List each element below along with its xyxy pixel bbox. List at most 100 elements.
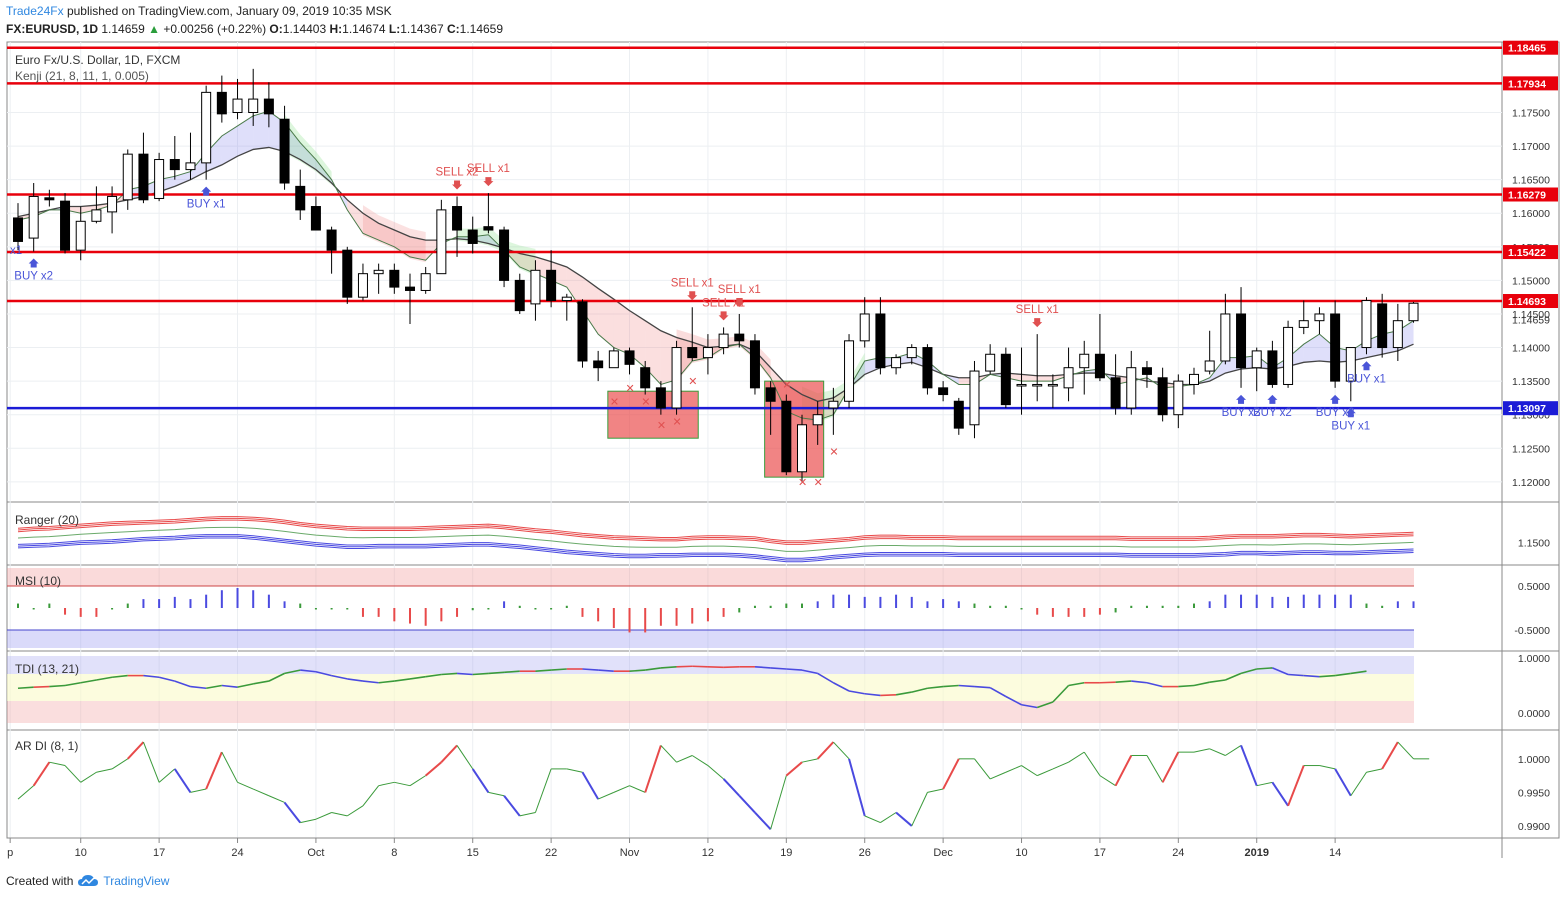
msi-bar <box>456 608 459 617</box>
msi-overbought-band <box>7 568 1414 586</box>
buy-signal-label: BUY x2 <box>1316 407 1355 419</box>
price-change: +0.00256 (+0.22%) <box>163 22 267 36</box>
tdi-line-segment <box>409 675 426 680</box>
msi-bar <box>1255 594 1258 608</box>
candle-body <box>201 91 212 164</box>
candle-body <box>734 333 745 342</box>
msi-bar <box>989 605 992 608</box>
x-tick-label: 24 <box>1172 847 1184 859</box>
ardi-line-segment <box>1334 768 1352 797</box>
level-price-label: 1.17934 <box>1508 78 1546 90</box>
ardi-line-segment <box>331 812 348 817</box>
msi-bar <box>424 608 427 626</box>
ardi-line-segment <box>1021 765 1038 777</box>
kenji-cloud-segment <box>1209 357 1226 382</box>
msi-bar <box>377 608 380 617</box>
exit-x-marker: ✕ <box>626 382 635 395</box>
candle-body <box>342 249 353 298</box>
tdi-line-segment <box>817 672 834 684</box>
ardi-line-segment <box>832 741 850 760</box>
author-link[interactable]: Trade24Fx <box>6 4 64 18</box>
kenji-cloud-segment <box>221 125 238 165</box>
kenji-cloud-segment <box>378 223 395 247</box>
tdi-line-segment <box>1005 695 1022 706</box>
tdi-line-segment <box>660 666 677 669</box>
candle-body <box>608 350 619 369</box>
ardi-line-segment <box>770 775 787 830</box>
msi-bar <box>1145 605 1148 608</box>
tdi-line-segment <box>1036 701 1054 709</box>
ardi-line-segment <box>17 785 35 800</box>
sell-arrow-icon <box>1032 318 1043 328</box>
msi-bar <box>48 603 51 608</box>
ardi-line-segment <box>158 768 176 783</box>
x-tick-label: 12 <box>702 847 714 859</box>
ardi-line-segment <box>1225 744 1242 756</box>
sell-arrow-icon <box>452 180 463 190</box>
tradingview-link[interactable]: TradingView <box>103 874 170 888</box>
ardi-line-segment <box>315 812 332 820</box>
kenji-zone-highlight <box>284 114 332 186</box>
msi-bar <box>142 599 145 608</box>
msi-bar <box>1302 594 1305 608</box>
y-tick-label: 1.13500 <box>1512 376 1550 388</box>
footer: Created with TradingView <box>6 874 169 888</box>
candle-body <box>13 217 23 242</box>
candle-body <box>185 162 196 171</box>
ardi-y-label: 0.9900 <box>1518 821 1550 833</box>
msi-bar <box>1412 601 1415 608</box>
kenji-cloud-segment <box>598 288 614 348</box>
tdi-line-segment <box>394 678 411 682</box>
ardi-line-segment <box>927 788 944 793</box>
candle-body <box>279 118 290 184</box>
msi-bar <box>675 608 678 626</box>
tdi-line-segment <box>206 684 222 690</box>
buy-arrow-icon <box>28 258 39 268</box>
msi-bar <box>1240 594 1243 608</box>
ardi-line-segment <box>471 768 490 793</box>
tdi-line-segment <box>1099 681 1116 684</box>
msi-bar <box>1208 601 1211 608</box>
candle-body <box>499 229 510 281</box>
ardi-line-segment <box>848 758 866 817</box>
tdi-line-segment <box>645 667 661 671</box>
buy-arrow-icon <box>201 186 212 196</box>
candle-body <box>1141 367 1152 375</box>
ardi-line-segment <box>738 795 756 814</box>
last-price: 1.14659 <box>101 22 145 36</box>
tdi-line-segment <box>33 685 50 688</box>
tdi-line-segment <box>441 672 458 676</box>
tdi-line-segment <box>488 671 505 675</box>
x-tick-label: 8 <box>391 847 397 859</box>
ardi-line-segment <box>566 768 583 773</box>
kenji-cloud-segment <box>237 115 254 157</box>
ardi-line-segment <box>534 768 552 813</box>
msi-bar <box>1051 608 1054 617</box>
level-price-tag <box>1503 401 1558 416</box>
msi-bar <box>910 596 913 608</box>
candle-body <box>561 296 572 302</box>
tdi-line-segment <box>927 685 944 690</box>
y-tick-label: 1.16500 <box>1512 175 1550 187</box>
buy-arrow-icon <box>1330 394 1341 404</box>
y-tick-label: 1.14000 <box>1512 343 1550 355</box>
ardi-line-segment <box>989 771 1007 780</box>
msi-bar <box>361 608 364 617</box>
msi-bar <box>722 608 725 617</box>
sell-signal-label: SELL x1 <box>467 163 510 175</box>
candle-body <box>1079 353 1090 369</box>
ardi-line-segment <box>96 768 113 773</box>
candle-body <box>1173 380 1184 416</box>
ardi-line-segment <box>660 745 677 763</box>
candle-body <box>514 279 525 312</box>
current-price-label: 1.14659 <box>1512 314 1550 326</box>
buy-signal-label: BUY x2 <box>14 271 53 283</box>
tdi-line-segment <box>1193 681 1210 687</box>
msi-bar <box>1020 608 1023 610</box>
msi-bar <box>550 608 553 610</box>
ardi-line-segment <box>1161 751 1180 783</box>
msi-bar <box>848 594 851 608</box>
ardi-y-label: 1.0000 <box>1518 754 1550 766</box>
candle-body <box>1189 373 1199 385</box>
